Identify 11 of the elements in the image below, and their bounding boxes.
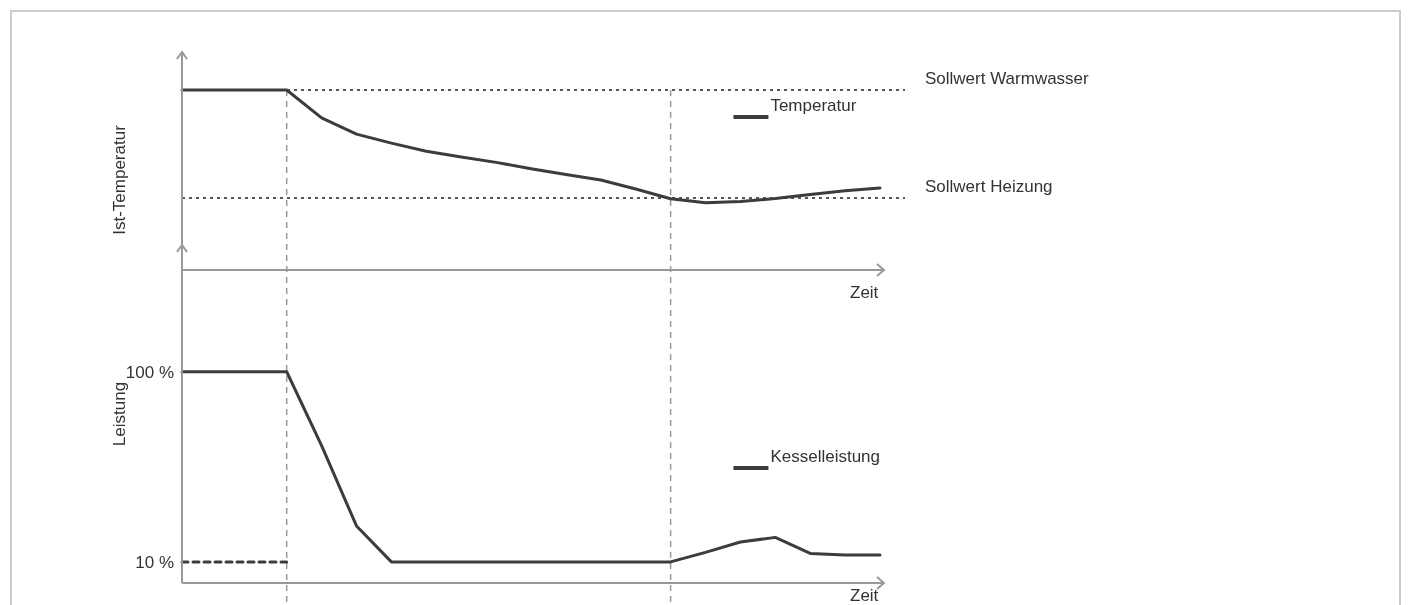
y-tick-label: 10 % [135,552,174,572]
y-axis-title: Leistung [110,381,129,447]
y-tick-label: 100 % [125,362,174,382]
ref-line-label: Sollwert Warmwasser [925,69,1090,88]
legend-label: Temperatur [770,96,857,115]
line-series [180,370,882,564]
x-axis-title: Zeit [850,586,879,605]
y-axis-title: Ist-Temperatur [110,124,129,235]
x-axis-title: Zeit [850,283,879,302]
ref-line-label: Sollwert Heizung [925,177,1053,196]
legend-label: Kesselleistung [770,447,881,467]
